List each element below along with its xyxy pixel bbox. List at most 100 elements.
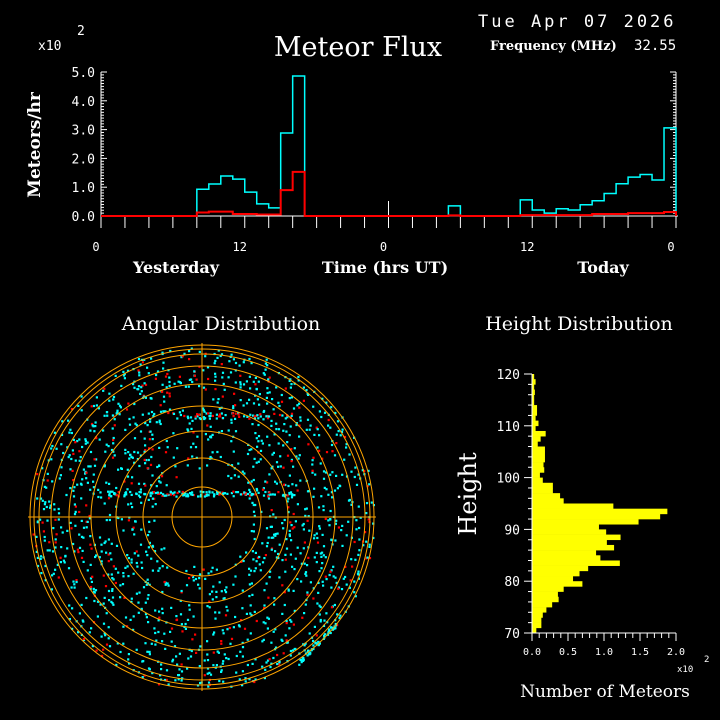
meteor-point [72,438,75,441]
meteor-point [289,618,292,622]
meteor-point [140,501,143,504]
meteor-point [264,622,267,625]
meteor-point [283,483,286,486]
meteor-point [249,413,252,416]
meteor-point [79,456,82,459]
meteor-point [116,409,119,412]
meteor-point [69,468,72,471]
meteor-point [220,430,223,433]
meteor-point [149,463,153,466]
meteor-point [257,460,260,463]
meteor-point [342,577,345,580]
angular-title: Angular Distribution [121,313,321,335]
meteor-point [105,612,108,615]
meteor-point [282,466,285,469]
meteor-point [304,603,307,606]
meteor-point [275,461,279,464]
meteor-point [39,557,42,560]
meteor-point [207,494,210,497]
meteor-point [319,462,322,465]
meteor-point [46,519,49,522]
meteor-point [146,650,149,653]
meteor-point [130,600,133,603]
height-bar [532,508,668,515]
meteor-point [206,640,209,643]
meteor-point [241,641,244,644]
meteor-point [105,519,108,522]
meteor-point [209,673,213,676]
meteor-point [227,463,230,466]
meteor-point [259,458,262,461]
meteor-point [361,469,364,472]
meteor-point [320,495,323,498]
meteor-point [177,380,180,383]
flux-series-total [101,75,677,217]
meteor-point [283,591,286,594]
meteor-point [117,516,120,520]
meteor-point [255,387,258,391]
meteor-point [268,658,271,661]
meteor-point [159,422,162,426]
meteor-point [199,681,202,685]
meteor-point [331,471,334,474]
height-bar [532,487,553,494]
meteor-point [354,558,357,561]
meteor-point [203,659,206,662]
height-x-tick-label: 0.5 [559,647,577,658]
meteor-point [152,414,155,418]
meteor-point [237,462,240,465]
meteor-point [253,570,256,573]
meteor-point [102,574,105,577]
meteor-point [166,391,169,394]
meteor-point [51,574,54,577]
meteor-point [143,437,146,440]
meteor-point [140,561,143,564]
meteor-point [43,503,46,506]
meteor-point [227,376,230,379]
meteor-point [204,493,207,496]
meteor-point [284,570,287,573]
meteor-point [145,583,148,586]
meteor-point [44,579,47,582]
meteor-point [60,443,63,446]
meteor-point [89,577,93,580]
meteor-point [129,453,132,457]
meteor-point [211,566,214,569]
meteor-point [153,627,156,630]
meteor-point [187,457,190,460]
meteor-point [334,522,337,525]
meteor-point [272,451,275,454]
meteor-point [90,627,93,630]
meteor-point [372,536,375,540]
meteor-point [108,599,111,602]
meteor-point [337,587,340,590]
meteor-point [190,493,193,496]
meteor-point [74,505,77,508]
meteor-point [278,404,281,408]
meteor-point [176,663,179,666]
meteor-point [327,493,330,496]
height-bar [532,389,535,396]
meteor-point [340,529,343,532]
meteor-point [126,468,129,471]
meteor-point [76,440,79,443]
meteor-point [259,413,262,416]
meteor-point [141,413,144,416]
meteor-point [82,468,85,471]
meteor-point [191,493,194,496]
meteor-point [222,382,225,385]
meteor-point [289,654,292,657]
meteor-point [227,429,230,432]
meteor-point [156,370,160,373]
meteor-point [107,538,110,541]
meteor-point [357,577,360,580]
meteor-point [261,561,265,564]
meteor-point [315,532,318,535]
meteor-point [107,573,110,576]
meteor-point [185,584,189,587]
meteor-point [358,526,361,530]
flux-y-multiplier: x10 [38,39,61,54]
meteor-point [87,465,90,468]
meteor-point [110,542,113,545]
meteor-point [43,539,46,542]
